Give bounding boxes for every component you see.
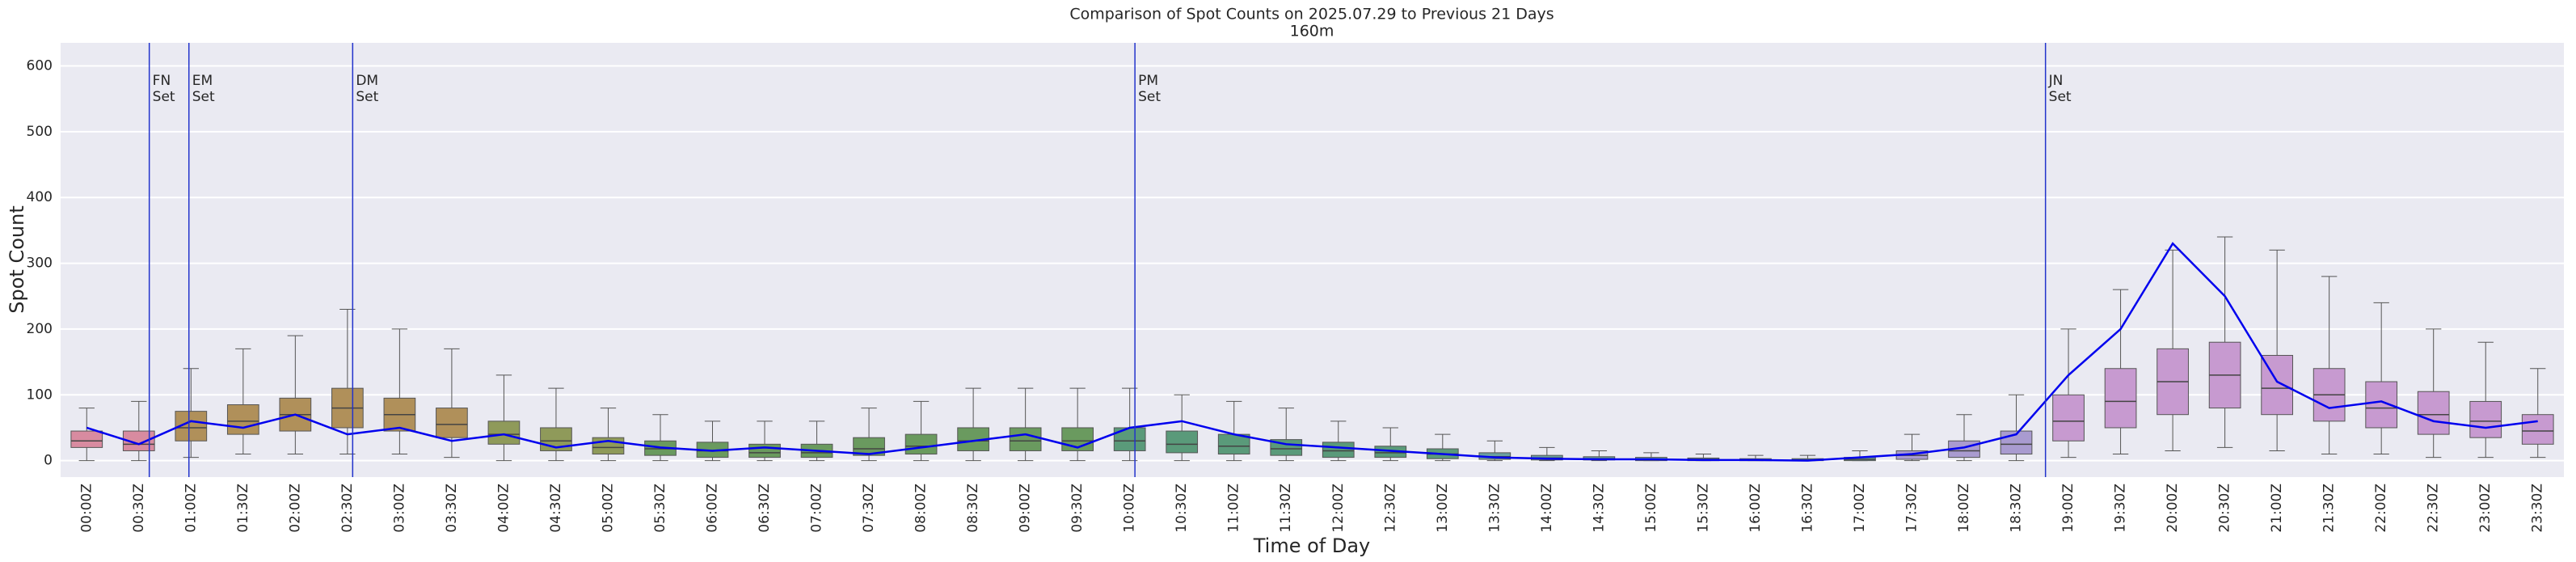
x-tick-label: 17:00Z [1852,484,1868,533]
x-tick-label: 14:30Z [1591,484,1607,533]
x-tick-label: 02:30Z [339,484,356,533]
y-tick-label: 500 [27,124,53,140]
x-tick-label: 06:00Z [705,484,721,533]
box [2469,400,2502,438]
box [1166,430,1199,454]
plot-area [61,43,2564,477]
box [2000,430,2033,455]
box [1322,442,1355,458]
annotation-text: EM [192,73,213,89]
x-tick-label: 11:00Z [1226,484,1242,533]
chart-title: Comparison of Spot Counts on 2025.07.29 … [1069,6,1554,23]
x-tick-label: 07:30Z [861,484,877,533]
x-tick-label: 08:30Z [965,484,981,533]
x-tick-label: 10:00Z [1122,484,1138,533]
x-tick-label: 23:30Z [2530,484,2546,533]
box [70,430,103,448]
y-tick-label: 100 [27,387,53,403]
x-tick-label: 23:00Z [2477,484,2494,533]
x-tick-label: 22:30Z [2426,484,2442,533]
x-tick-label: 01:00Z [183,484,199,533]
x-tick-label: 11:30Z [1278,484,1294,533]
x-tick-label: 10:30Z [1174,484,1190,533]
x-tick-label: 13:00Z [1435,484,1451,533]
annotation-text: Set [1138,89,1161,105]
trend-line [86,242,2538,462]
annotation-text: Set [153,89,175,105]
box [904,433,938,455]
x-tick-label: 18:30Z [2009,484,2025,533]
x-tick-label: 16:30Z [1799,484,1815,533]
x-tick-label: 07:00Z [809,484,825,533]
box [1113,427,1146,451]
y-tick-label: 300 [27,256,53,272]
x-tick-label: 15:00Z [1643,484,1659,533]
x-tick-label: 05:00Z [600,484,616,533]
x-tick-label: 12:30Z [1382,484,1398,533]
x-tick-label: 05:30Z [652,484,668,533]
y-tick-label: 600 [27,57,53,74]
x-tick-label: 19:30Z [2113,484,2129,533]
x-tick-label: 19:00Z [2060,484,2076,533]
annotation-text: PM [1138,73,1158,89]
box [853,437,885,456]
x-tick-label: 18:00Z [1956,484,1972,533]
x-tick-label: 22:00Z [2373,484,2389,533]
y-tick-label: 0 [44,453,53,469]
annotation-text: FN [153,73,171,89]
box [2052,394,2085,442]
x-tick-label: 20:30Z [2217,484,2233,533]
x-tick-label: 02:00Z [287,484,303,533]
annotation-text: Set [192,89,215,105]
x-axis-label: Time of Day [1253,535,1371,557]
x-tick-label: 15:30Z [1695,484,1711,533]
x-tick-label: 16:00Z [1748,484,1764,533]
x-tick-label: 21:30Z [2321,484,2338,533]
x-tick-label: 00:30Z [131,484,147,533]
x-tick-label: 04:00Z [495,484,512,533]
box [1009,427,1042,451]
box [436,408,468,438]
box [487,420,521,445]
box [748,443,781,458]
box [226,404,259,435]
annotation-text: DM [356,73,378,89]
annotation-text: JN [2048,73,2064,89]
x-tick-label: 08:00Z [913,484,930,533]
x-tick-label: 09:30Z [1069,484,1086,533]
x-tick-label: 03:30Z [444,484,460,533]
x-tick-label: 09:00Z [1018,484,1034,533]
box [1217,433,1250,455]
x-tick-label: 13:30Z [1486,484,1503,533]
x-tick-label: 06:30Z [757,484,773,533]
x-tick-label: 04:30Z [548,484,564,533]
x-tick-label: 14:00Z [1539,484,1555,533]
box [2521,414,2554,445]
y-axis-label: Spot Count [6,205,28,313]
x-tick-label: 00:00Z [78,484,95,533]
x-tick-label: 03:00Z [391,484,407,533]
x-tick-label: 12:00Z [1330,484,1347,533]
y-tick-label: 400 [27,189,53,205]
annotation-text: Set [356,89,378,105]
y-tick-label: 200 [27,321,53,337]
x-tick-label: 01:30Z [235,484,251,533]
x-tick-label: 21:00Z [2269,484,2285,533]
chart-subtitle: 160m [1290,23,1334,40]
x-tick-label: 20:00Z [2165,484,2181,533]
box [2104,368,2137,429]
x-tick-label: 17:30Z [1904,484,1920,533]
annotation-text: Set [2049,89,2072,105]
box [2417,391,2450,435]
